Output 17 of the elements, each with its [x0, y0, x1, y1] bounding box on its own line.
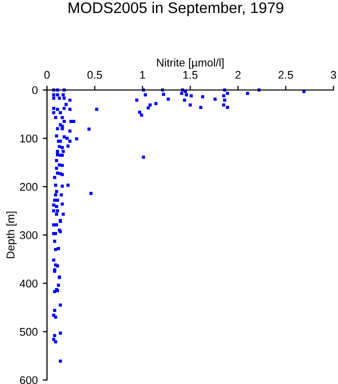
- x-tick-label: 0: [44, 70, 50, 79]
- x-tick-label: 2: [235, 70, 241, 79]
- y-axis-title: Depth [m]: [6, 212, 17, 258]
- x-axis-title: Nitrite [µmol/l]: [157, 58, 224, 69]
- x-tick-label: 3: [330, 70, 336, 79]
- x-tick-label: 2.5: [278, 70, 294, 79]
- y-tick-label: 600: [20, 376, 38, 384]
- y-tick-label: 500: [20, 328, 38, 336]
- y-tick-label: 300: [20, 231, 38, 240]
- x-tick-label: 1: [140, 71, 146, 79]
- y-tick-label: 100: [20, 134, 38, 142]
- y-tick-label: 400: [20, 280, 38, 288]
- chart-title: MODS2005 in September, 1979: [68, 2, 284, 16]
- x-tick-label: 0.5: [87, 70, 102, 79]
- x-tick-label: 1.5: [183, 71, 198, 79]
- y-tick-label: 200: [20, 182, 38, 191]
- y-tick-label: 0: [32, 86, 38, 94]
